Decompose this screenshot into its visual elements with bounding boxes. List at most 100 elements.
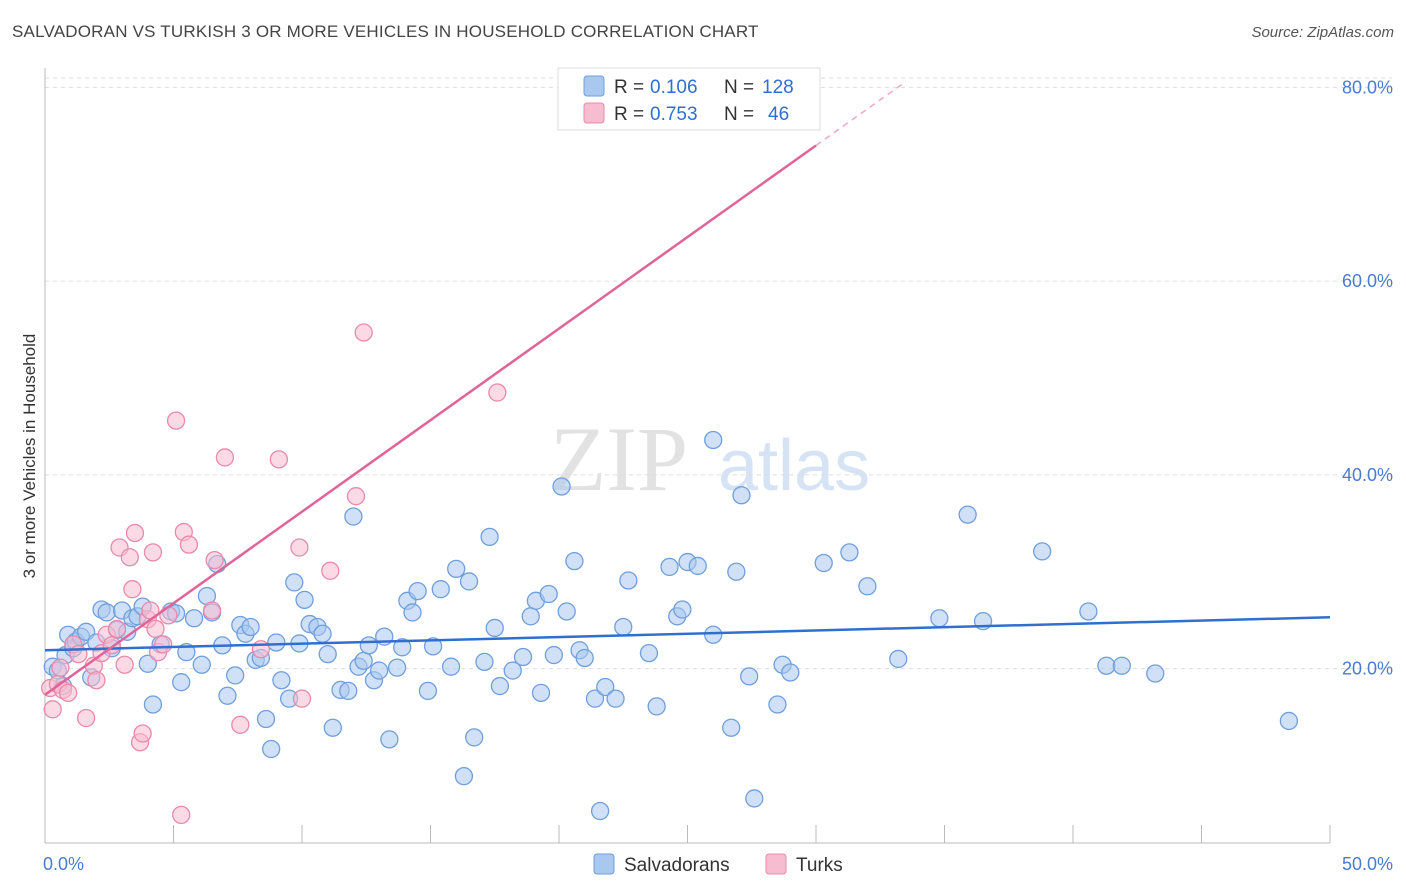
salvadorans-point-51 [318,644,337,664]
turks-point-28 [159,606,178,625]
salvadorans-point-114 [814,553,833,573]
watermark: ZIP atlas [550,408,870,510]
turks-point-18 [123,580,142,599]
salvadorans-point-42 [267,633,286,652]
turks-point-38 [269,450,289,469]
salvadorans-point-66 [403,603,422,622]
stats-legend-swatch-turks [583,102,605,124]
trend-line-salvadorans [44,616,1331,652]
series-salvadorans-points [43,430,1299,821]
salvadorans-point-78 [485,618,504,638]
turks-point-44 [488,383,507,402]
stats-r-value-turks: 0.753 [650,104,698,125]
turks-point-40 [292,689,312,708]
salvadorans-point-25 [172,673,191,692]
turks-point-1 [43,700,62,719]
salvadorans-point-73 [454,767,474,786]
salvadorans-point-33 [218,686,237,705]
salvadorans-point-79 [490,676,510,696]
turks-point-30 [172,805,191,825]
salvadorans-point-123 [1097,656,1116,675]
legend-label-turks: Turks [796,855,843,876]
salvadorans-point-110 [745,789,764,808]
series-legend: Salvadorans Turks [593,853,843,876]
salvadorans-point-96 [614,617,633,637]
x-tick-label-1: 50.0% [1342,854,1393,874]
salvadorans-point-82 [521,607,540,626]
salvadorans-point-57 [354,651,373,671]
salvadorans-point-102 [673,600,692,619]
salvadorans-point-47 [295,590,314,609]
y-axis-label: 3 or more Vehicles in Household [20,334,39,579]
salvadorans-point-75 [465,728,484,747]
salvadorans-point-89 [565,551,584,571]
stats-n-label-turks: N = [724,104,754,125]
y-tick-label-3: 80.0% [1342,77,1393,97]
salvadorans-point-28 [192,655,211,674]
salvadorans-point-62 [380,730,399,749]
turks-point-21 [133,724,152,743]
stats-legend-swatch-salvadorans [583,75,605,97]
salvadorans-point-104 [688,556,707,576]
stats-legend: R = 0.106 N = 128 R = 0.753 N = 46 [557,67,821,131]
salvadorans-point-121 [1033,542,1052,561]
y-tick-label-2: 60.0% [1342,271,1393,291]
salvadorans-point-81 [513,647,533,667]
salvadorans-point-107 [727,562,746,581]
turks-point-14 [107,619,127,639]
salvadorans-point-69 [423,637,443,656]
salvadorans-point-95 [606,689,625,708]
salvadorans-point-98 [639,643,659,663]
turks-point-29 [166,411,186,430]
stats-n-value-turks: 46 [768,104,789,125]
turks-point-19 [125,523,145,543]
salvadorans-point-106 [722,718,741,737]
salvadorans-point-21 [143,695,163,714]
salvadorans-point-126 [1279,711,1299,731]
salvadorans-point-52 [323,718,342,737]
salvadorans-point-76 [475,652,494,671]
turks-point-5 [58,683,78,702]
turks-point-25 [146,619,165,639]
salvadorans-point-109 [740,667,759,686]
salvadorans-point-77 [480,527,499,547]
salvadorans-point-88 [557,602,576,621]
salvadorans-point-127 [704,430,723,450]
salvadorans-point-55 [344,507,363,526]
turks-point-43 [354,323,373,342]
legend-swatch-salvadorans [593,853,615,875]
legend-label-salvadorans: Salvadorans [624,855,730,876]
salvadorans-point-63 [387,658,407,677]
salvadorans-point-27 [184,609,204,628]
chart-title: SALVADORAN VS TURKISH 3 OR MORE VEHICLES… [12,22,759,41]
stats-n-label-salvadorans: N = [724,77,754,98]
salvadorans-point-119 [958,505,977,524]
salvadorans-point-45 [285,573,304,592]
y-tick-label-0: 20.0% [1342,659,1393,679]
turks-point-16 [115,655,134,674]
trend-line-turks [44,144,817,696]
turks-point-24 [143,543,163,562]
salvadorans-point-92 [585,689,605,708]
salvadorans-point-99 [647,697,666,716]
salvadorans-point-118 [930,609,949,628]
stats-r-label-turks: R = [614,104,644,125]
salvadorans-point-70 [431,580,450,599]
salvadorans-point-94 [596,677,615,697]
turks-point-39 [290,538,309,557]
salvadorans-point-74 [459,572,479,591]
salvadorans-point-124 [1112,656,1131,675]
salvadorans-point-12 [97,603,116,622]
x-tick-label-0: 0.0% [43,854,84,874]
salvadorans-point-37 [241,617,260,637]
stats-r-value-salvadorans: 0.106 [650,77,698,98]
salvadorans-point-54 [339,681,358,701]
turks-point-3 [51,658,70,677]
turks-point-34 [205,550,224,570]
salvadorans-point-43 [272,671,291,690]
salvadorans-point-108 [732,486,751,505]
salvadorans-point-113 [781,663,800,682]
turks-point-42 [346,487,366,506]
turks-point-17 [120,548,139,567]
